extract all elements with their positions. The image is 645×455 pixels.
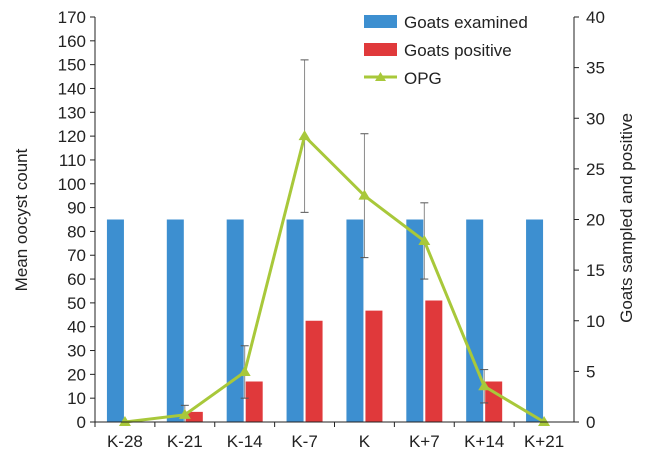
y-tick-label: 10	[67, 389, 86, 408]
bar-goats-examined	[226, 219, 244, 422]
y-tick-label: 150	[58, 56, 86, 75]
opg-point	[118, 416, 131, 426]
bar-goats-positive	[305, 320, 323, 422]
x-tick-label: K+14	[464, 432, 504, 451]
y-tick-label: 70	[67, 246, 86, 265]
y-tick-label: 130	[58, 103, 86, 122]
legend-label-opg: OPG	[404, 69, 442, 88]
legend-label-goats-positive: Goats positive	[404, 41, 512, 60]
legend-swatch-goats-positive	[364, 43, 397, 56]
x-tick-label: K-28	[107, 432, 143, 451]
y-tick-label: 160	[58, 32, 86, 51]
y2-tick-label: 10	[586, 312, 605, 331]
legend-swatch-opg-marker	[375, 72, 386, 81]
bar-goats-examined	[406, 219, 424, 422]
x-tick-label: K-7	[291, 432, 317, 451]
y2-tick-label: 35	[586, 59, 605, 78]
y2-tick-label: 5	[586, 362, 595, 381]
y2-tick-label: 0	[586, 413, 595, 432]
legend-label-goats-examined: Goats examined	[404, 13, 528, 32]
bar-goats-examined	[526, 219, 544, 422]
opg-point	[358, 189, 371, 200]
x-tick-label: K-21	[167, 432, 203, 451]
bar-goats-positive	[485, 381, 503, 422]
bar-goats-positive	[245, 381, 263, 422]
bars-layer	[106, 219, 544, 422]
bar-goats-examined	[286, 219, 304, 422]
x-tick-label: K+21	[524, 432, 564, 451]
y2-tick-label: 15	[586, 261, 605, 280]
opg-point	[178, 408, 191, 419]
y-tick-label: 60	[67, 270, 86, 289]
opg-point	[478, 380, 491, 391]
y-tick-label: 170	[58, 8, 86, 27]
bar-goats-positive	[185, 411, 203, 422]
y-axis-title: Mean oocyst count	[12, 148, 31, 291]
y2-tick-label: 20	[586, 211, 605, 230]
y2-tick-label: 25	[586, 160, 605, 179]
bar-goats-examined	[166, 219, 184, 422]
opg-point	[538, 416, 551, 426]
y-tick-label: 80	[67, 222, 86, 241]
x-tick-label: K-14	[227, 432, 263, 451]
y-tick-label: 140	[58, 79, 86, 98]
bar-goats-positive	[365, 310, 383, 422]
y-tick-label: 50	[67, 294, 86, 313]
bar-goats-positive	[425, 300, 443, 422]
y2-tick-label: 30	[586, 109, 605, 128]
opg-point	[298, 130, 311, 141]
y-tick-label: 40	[67, 318, 86, 337]
opg-point	[418, 234, 431, 245]
bar-goats-examined	[466, 219, 484, 422]
x-tick-label: K	[359, 432, 371, 451]
x-tick-label: K+7	[409, 432, 440, 451]
y2-tick-label: 40	[586, 8, 605, 27]
y-tick-label: 100	[58, 175, 86, 194]
ticks-layer: 0102030405060708090100110120130140150160…	[58, 8, 605, 451]
y-tick-label: 20	[67, 365, 86, 384]
y-tick-label: 30	[67, 342, 86, 361]
opg-line-layer	[118, 130, 551, 426]
bar-goats-examined	[346, 219, 364, 422]
legend-swatch-goats-examined	[364, 15, 397, 28]
bar-goats-examined	[106, 219, 124, 422]
opg-line	[124, 133, 545, 424]
opg-point	[238, 365, 251, 376]
legend: Goats examined Goats positive OPG	[364, 13, 528, 88]
y-tick-label: 0	[77, 413, 86, 432]
y2-axis-title: Goats sampled and positive	[617, 113, 636, 323]
y-tick-label: 120	[58, 127, 86, 146]
y-tick-label: 90	[67, 199, 86, 218]
y-tick-label: 110	[59, 151, 86, 170]
